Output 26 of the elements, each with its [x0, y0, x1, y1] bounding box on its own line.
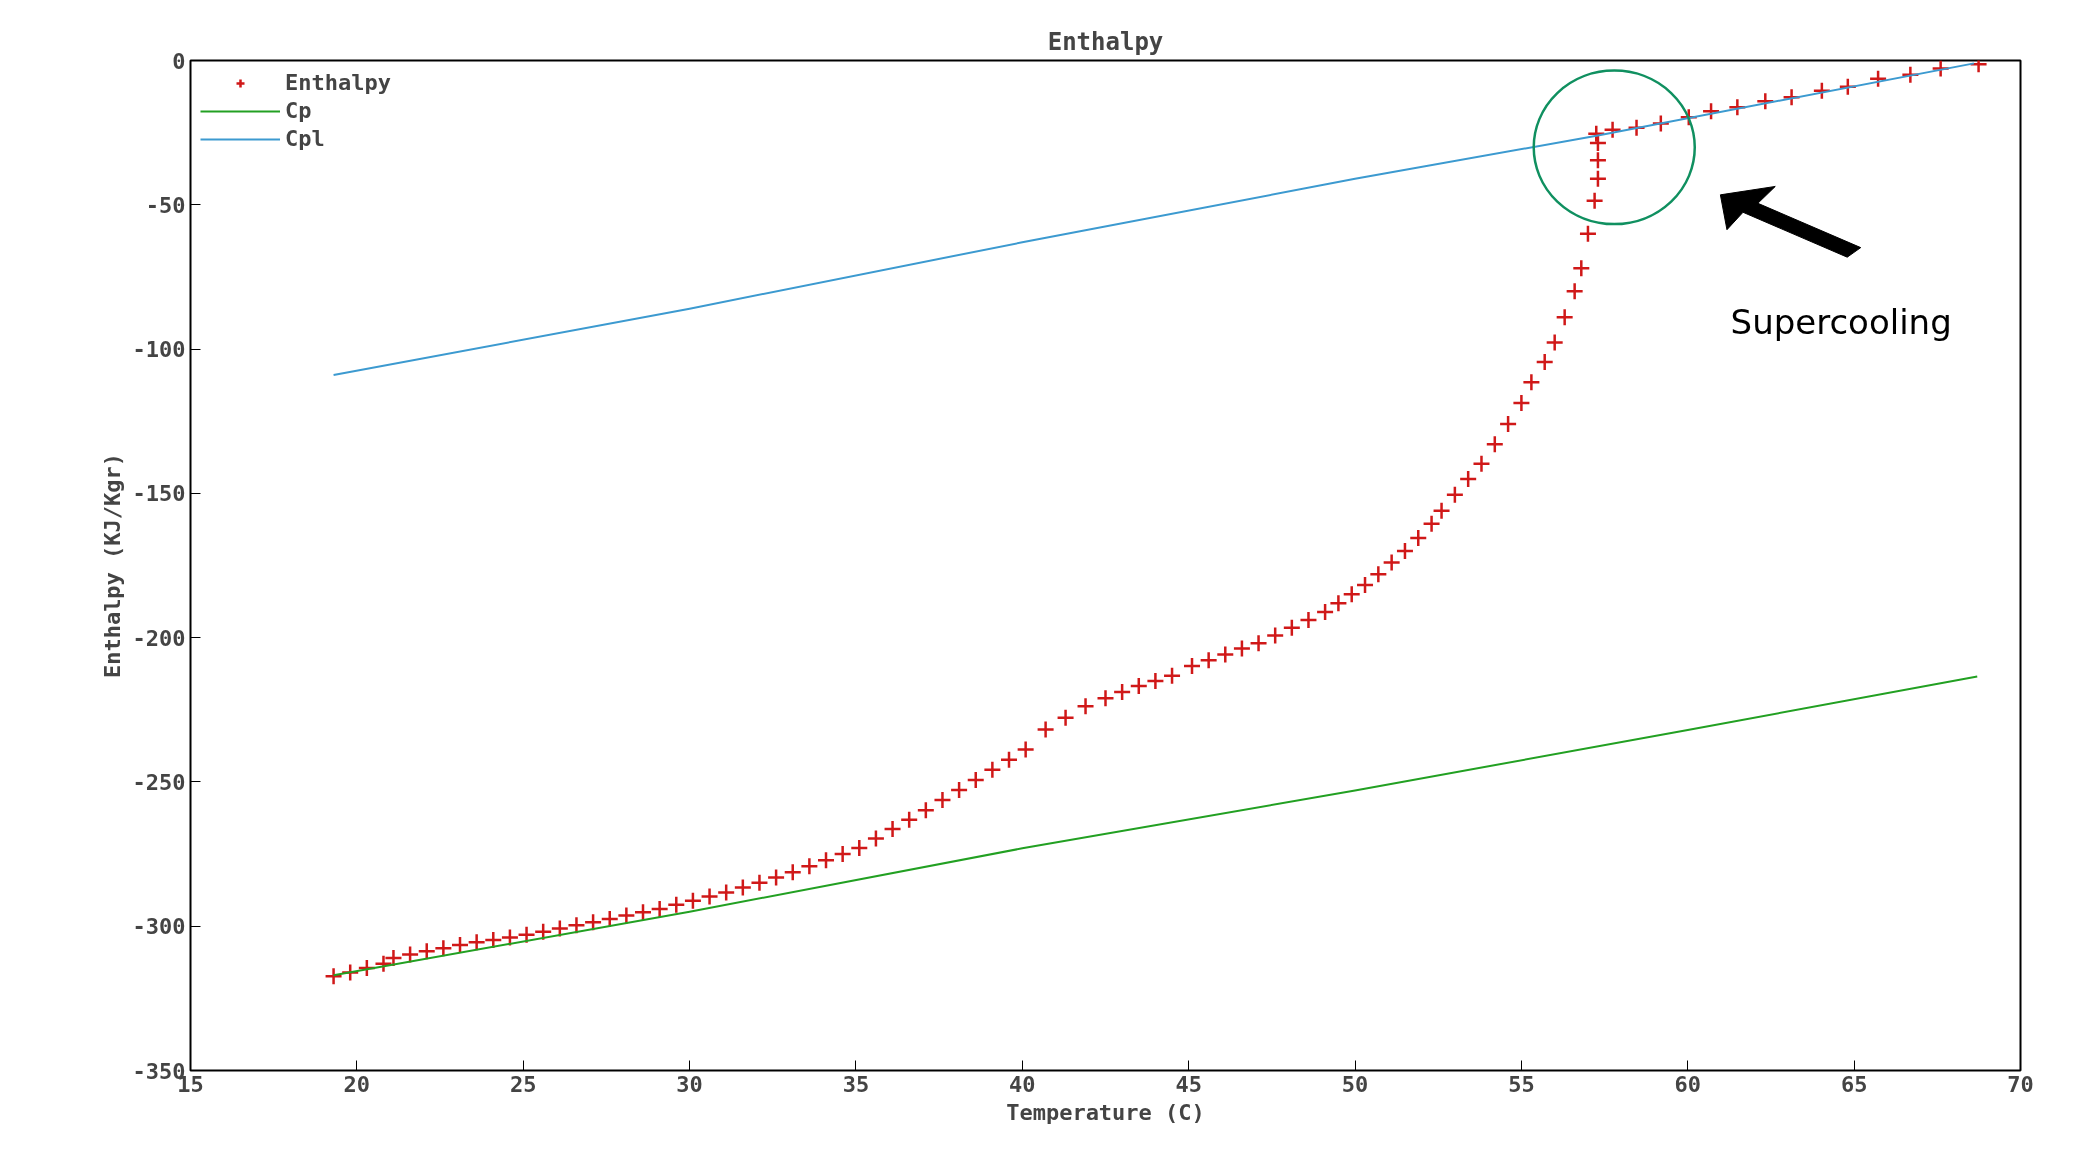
y-tick-label: -200 — [132, 625, 186, 651]
x-tick-label: 70 — [2007, 1071, 2034, 1097]
x-tick-label: 40 — [1009, 1071, 1036, 1097]
y-tick-label: -50 — [145, 192, 186, 218]
y-tick-label: -150 — [132, 481, 186, 507]
y-tick-label: -250 — [132, 769, 186, 795]
x-tick-label: 65 — [1840, 1071, 1868, 1097]
x-tick-label: 45 — [1175, 1071, 1202, 1097]
x-tick-label: 25 — [509, 1071, 537, 1097]
x-tick-label: 30 — [676, 1071, 703, 1097]
x-axis-title: Temperature (C) — [1006, 1099, 1205, 1125]
legend-label: Enthalpy — [285, 70, 391, 95]
y-tick-label: -100 — [132, 337, 186, 363]
annotation: Supercooling — [1730, 302, 1952, 343]
y-tick-label: -300 — [132, 914, 186, 940]
x-tick-label: 20 — [343, 1071, 371, 1097]
x-tick-label: 35 — [842, 1071, 870, 1097]
legend-label: Cp — [285, 98, 312, 123]
x-tick-label: 50 — [1341, 1071, 1369, 1097]
legend-label: Cpl — [285, 126, 325, 151]
y-axis-title: Enthalpy (KJ/Kgr) — [99, 452, 125, 679]
y-tick-label: 0 — [172, 48, 186, 74]
x-tick-label: 55 — [1508, 1071, 1535, 1097]
x-tick-label: 60 — [1674, 1071, 1702, 1097]
line-series — [332, 675, 1979, 977]
chart-title: Enthalpy — [1047, 27, 1164, 56]
